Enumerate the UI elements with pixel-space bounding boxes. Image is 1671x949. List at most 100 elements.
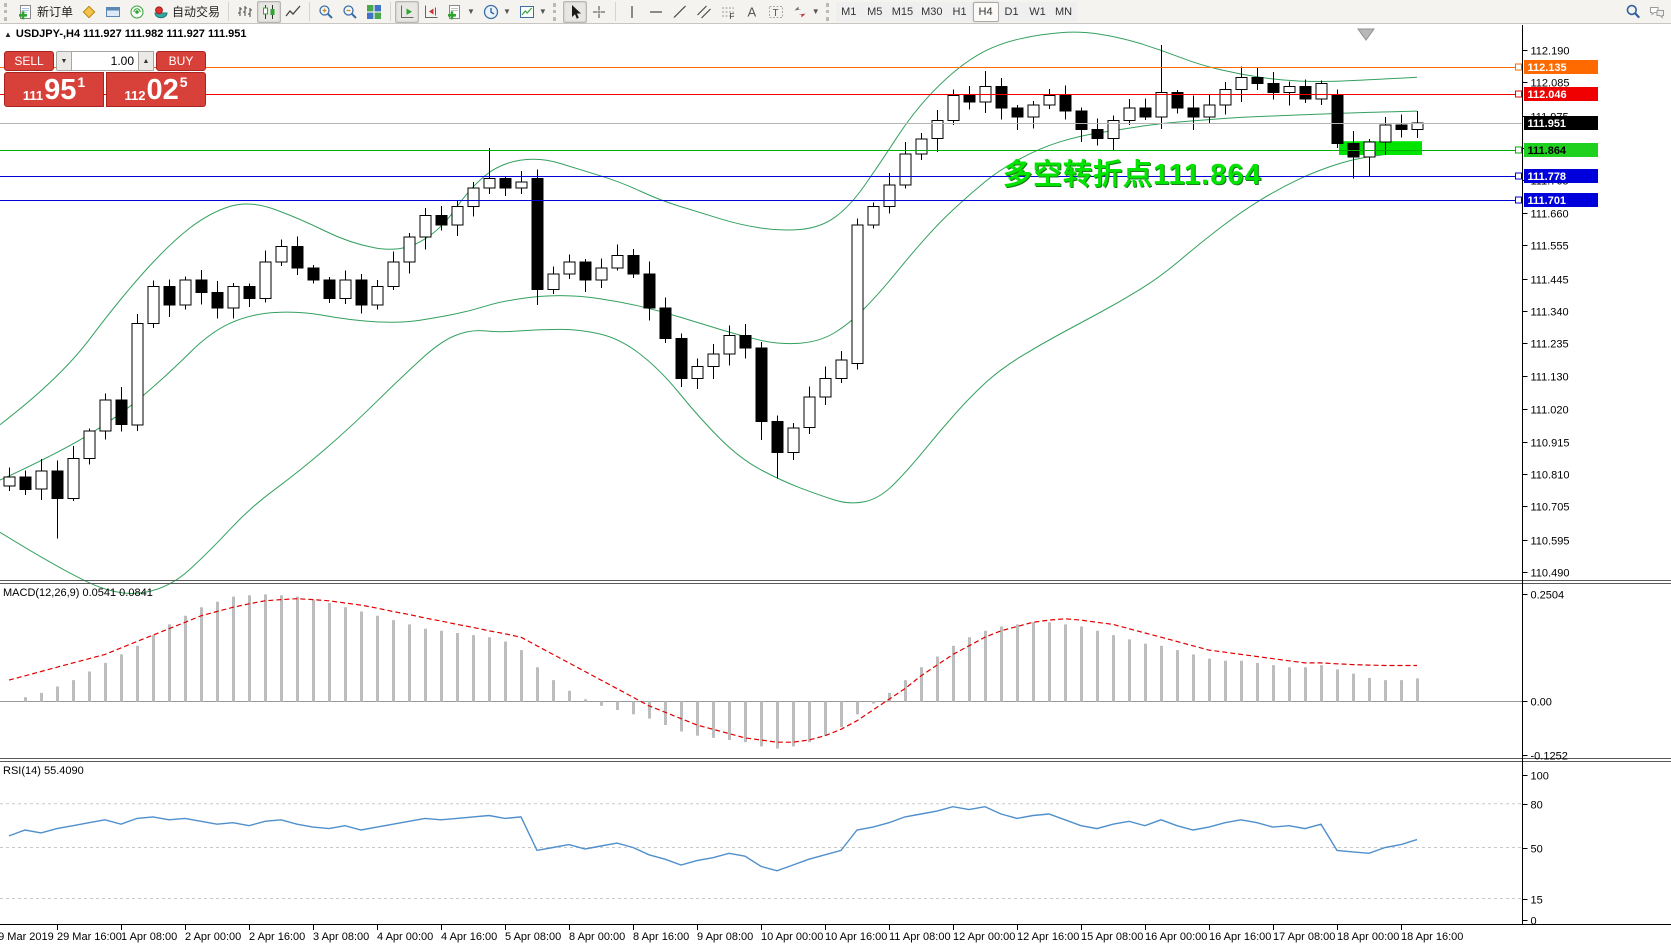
cursor-button[interactable] (562, 0, 587, 23)
timeframe-d1[interactable]: D1 (998, 1, 1025, 22)
timeframe-mn[interactable]: MN (1050, 1, 1077, 22)
bollinger-middle-band (0, 110, 1418, 481)
arrows-icon (794, 6, 806, 17)
volume-stepper: ▼ ▲ (56, 51, 154, 71)
volume-decrease-button[interactable]: ▼ (56, 51, 72, 71)
macd-tick-label: 0.2504 (1531, 590, 1565, 602)
volume-increase-button[interactable]: ▲ (138, 51, 154, 71)
line-chart-button[interactable] (281, 1, 305, 23)
timeframe-m30[interactable]: M30 (917, 1, 947, 22)
svg-text:T: T (772, 8, 778, 19)
time-tick-label: 17 Apr 08:00 (1273, 931, 1335, 943)
time-tick-label: 12 Apr 00:00 (953, 931, 1015, 943)
indicators-button[interactable]: ▼ (443, 1, 479, 23)
price-chip-label: 112.046 (1528, 89, 1567, 101)
dropdown-arrow-icon: ▼ (502, 7, 511, 16)
chart-shift-button[interactable] (419, 1, 443, 23)
buy-price-tile[interactable]: 112 02 5 (106, 72, 206, 107)
timeframe-h4[interactable]: H4 (972, 1, 999, 22)
timeframe-m1[interactable]: M1 (835, 1, 862, 22)
crosshair-icon (592, 5, 605, 18)
timeframe-w1[interactable]: W1 (1024, 1, 1051, 22)
fibonacci-button[interactable]: F (716, 1, 740, 23)
rsi-line (8, 805, 1418, 872)
price-tick-label: 110.810 (1531, 470, 1570, 482)
timeframe-m1-label: M1 (841, 5, 857, 18)
channel-button[interactable] (692, 1, 716, 23)
time-tick-label: 29 Mar 16:00 (57, 931, 122, 943)
profiles-button[interactable] (101, 1, 125, 23)
new-chart-button[interactable] (77, 1, 101, 23)
buy-price-big: 02 (146, 74, 179, 106)
templates-button[interactable]: ▼ (515, 1, 551, 23)
line-endpoint-marker (1515, 196, 1522, 204)
collapse-panel-icon[interactable]: ▲ (4, 29, 12, 39)
sell-button[interactable]: SELL (4, 51, 54, 71)
vertical-line-icon (631, 5, 633, 18)
chart-canvas[interactable]: 112.190112.085111.975111.870111.765111.6… (0, 24, 1671, 949)
candlestick-chart-button[interactable] (257, 0, 282, 23)
time-tick-label: 1 Apr 08:00 (121, 931, 177, 943)
auto-scroll-button[interactable] (395, 0, 420, 23)
crosshair-button[interactable] (587, 1, 611, 23)
rsi-pane (0, 803, 1523, 899)
price-tick-label: 110.490 (1531, 568, 1570, 580)
bar-chart-button[interactable] (233, 1, 257, 23)
time-tick-label: 16 Apr 00:00 (1145, 931, 1207, 943)
bollinger-bands-layer (0, 31, 1418, 594)
time-tick-label: 29 Mar 2019 (0, 931, 54, 943)
text-button[interactable]: A (740, 1, 764, 23)
timeframe-m5[interactable]: M5 (861, 1, 888, 22)
tile-windows-button[interactable] (362, 1, 386, 23)
price-axis: 112.190112.085111.975111.870111.765111.6… (0, 25, 1671, 928)
channel-icon (696, 5, 711, 18)
signals-button[interactable] (125, 1, 149, 23)
line-endpoint-marker (1515, 172, 1522, 180)
price-tick-label: 110.595 (1531, 536, 1570, 548)
symbol-quote-text: USDJPY-,H4 111.927 111.982 111.927 111.9… (15, 28, 247, 40)
timeframe-h1[interactable]: H1 (946, 1, 973, 22)
chat-button[interactable] (1645, 1, 1669, 23)
vertical-line-button[interactable] (620, 1, 644, 23)
arrows-button[interactable]: ▼ (788, 1, 824, 23)
price-chip-label: 111.864 (1528, 145, 1567, 157)
line-endpoint-marker (1515, 63, 1522, 71)
pane-dividers (0, 580, 1671, 762)
buy-button[interactable]: BUY (156, 51, 206, 71)
zoom-out-button[interactable] (338, 1, 362, 23)
toolbar-grip (552, 2, 559, 21)
buy-price-prefix: 112 (124, 88, 146, 103)
toolbar-separator (228, 2, 230, 21)
sell-price-prefix: 111 (22, 88, 44, 103)
horizontal-line-button[interactable] (644, 1, 668, 23)
timeframe-mn-label: MN (1054, 5, 1073, 18)
time-tick-label: 11 Apr 08:00 (889, 931, 951, 943)
toolbar-separator (390, 2, 392, 21)
zoom-in-button[interactable] (314, 1, 338, 23)
timeframe-m15[interactable]: M15 (887, 1, 918, 22)
price-tick-label: 111.130 (1531, 372, 1569, 384)
rsi-tick-label: 0 (1531, 916, 1537, 928)
zoom-out-icon (343, 4, 357, 19)
price-chip-label: 112.135 (1528, 62, 1567, 74)
line-endpoint-marker (1515, 146, 1522, 154)
auto-scroll-icon (401, 5, 414, 18)
time-tick-label: 3 Apr 08:00 (313, 931, 369, 943)
sell-price-tile[interactable]: 111 95 1 (4, 72, 104, 107)
new-chart-icon (82, 5, 96, 18)
auto-trading-button[interactable]: 自动交易 (149, 1, 224, 23)
price-chip (1524, 143, 1598, 157)
rsi-indicator-label: RSI(14) 55.4090 (3, 765, 84, 777)
trendline-button[interactable] (668, 1, 692, 23)
time-tick-label: 9 Apr 08:00 (697, 931, 753, 943)
search-button[interactable] (1621, 1, 1645, 23)
price-chip (1524, 60, 1598, 74)
scroll-end-marker[interactable] (1357, 28, 1375, 41)
volume-input[interactable] (72, 51, 138, 71)
time-tick-label: 4 Apr 00:00 (377, 931, 433, 943)
periods-button[interactable]: ▼ (479, 1, 515, 23)
toolbar: 新订单 自动交易 ▼ ▼ ▼ F A T ▼ M1 M5 M15 M30 H1 H4 D1 W1 MN (0, 0, 1671, 24)
sell-price-big: 95 (44, 74, 77, 106)
label-button[interactable]: T (764, 1, 788, 23)
new-order-button[interactable]: 新订单 (14, 1, 77, 23)
